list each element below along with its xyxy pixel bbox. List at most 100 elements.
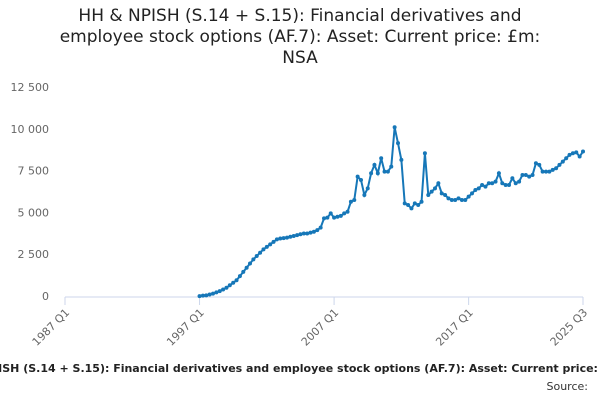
point (436, 181, 441, 186)
point (533, 161, 538, 166)
point (412, 201, 417, 206)
point (459, 198, 464, 203)
y-tick-label: 5 000 (18, 206, 50, 219)
point (567, 152, 572, 157)
point (496, 171, 501, 176)
chart: 0 2 500 5 000 7 500 10 000 12 500 1987 Q1 1997 … (11, 81, 591, 349)
point (402, 201, 407, 206)
point (244, 265, 249, 270)
point (446, 196, 451, 201)
x-tick-label: 2007 Q1 (299, 306, 342, 349)
point (570, 151, 575, 156)
point (517, 179, 522, 184)
y-tick-label: 2 500 (18, 248, 50, 261)
point (490, 181, 495, 186)
chart-title: HH & NPISH (S.14 + S.15): Financial deri… (59, 6, 541, 68)
y-tick-label: 10 000 (11, 123, 50, 136)
point (278, 236, 283, 241)
point (288, 234, 293, 239)
point (214, 290, 219, 295)
point (480, 182, 485, 187)
point (338, 213, 343, 218)
y-tick-label: 0 (42, 290, 49, 303)
point (369, 171, 374, 176)
point (365, 186, 370, 191)
point (200, 293, 205, 298)
point (419, 199, 424, 204)
point (345, 209, 350, 214)
point (463, 198, 468, 203)
point (540, 169, 545, 174)
x-tick-label: 2017 Q1 (433, 306, 476, 349)
point (453, 198, 458, 203)
point (439, 191, 444, 196)
point (285, 235, 289, 240)
point (221, 287, 226, 292)
point (325, 215, 330, 220)
point (581, 149, 585, 154)
footer-title-text: HH & NPISH (S.14 + S.15): Financial deri… (0, 362, 600, 375)
point (500, 181, 505, 186)
point (523, 172, 528, 177)
point (254, 254, 259, 259)
point (359, 177, 363, 182)
point (466, 194, 471, 199)
point (513, 181, 518, 186)
point (291, 233, 296, 238)
point (224, 285, 229, 290)
point (271, 239, 276, 244)
point (237, 274, 242, 279)
point (342, 211, 347, 216)
point (217, 289, 222, 294)
point (332, 215, 337, 220)
point (207, 292, 212, 297)
point (530, 172, 535, 177)
x-tick-label: 2025 Q3 (548, 306, 591, 349)
point (399, 157, 404, 162)
point (328, 211, 333, 216)
point (211, 291, 215, 296)
source: Source: (546, 380, 589, 393)
point (204, 293, 209, 298)
point (503, 182, 508, 187)
point (409, 206, 414, 211)
point (352, 198, 357, 203)
line (199, 127, 584, 298)
point (527, 174, 532, 179)
point (557, 162, 562, 167)
point (348, 199, 353, 204)
x-tick-label: 1987 Q1 (30, 306, 73, 349)
point (443, 193, 448, 198)
point (554, 166, 559, 171)
point (577, 154, 582, 159)
point (315, 228, 320, 233)
point (248, 261, 252, 266)
point (264, 244, 269, 249)
point (473, 187, 478, 192)
x-tick-label: 1997 Q1 (164, 306, 207, 349)
point (389, 164, 394, 169)
point (305, 231, 310, 236)
point (476, 186, 481, 191)
point (274, 237, 279, 242)
point (258, 250, 263, 255)
point (385, 169, 390, 174)
point (241, 269, 246, 274)
point (197, 294, 202, 299)
point (308, 230, 313, 235)
point (281, 236, 286, 241)
point (261, 247, 266, 252)
point (322, 216, 326, 221)
point (493, 179, 498, 184)
point (362, 193, 367, 198)
point (449, 198, 454, 203)
point (406, 203, 411, 208)
point (550, 167, 555, 172)
point (311, 229, 316, 234)
point (295, 233, 300, 238)
footer-title: HH & NPISH (S.14 + S.15): Financial deri… (0, 362, 600, 375)
y-tick-label: 12 500 (11, 81, 50, 94)
point (510, 176, 515, 181)
point (396, 141, 400, 146)
